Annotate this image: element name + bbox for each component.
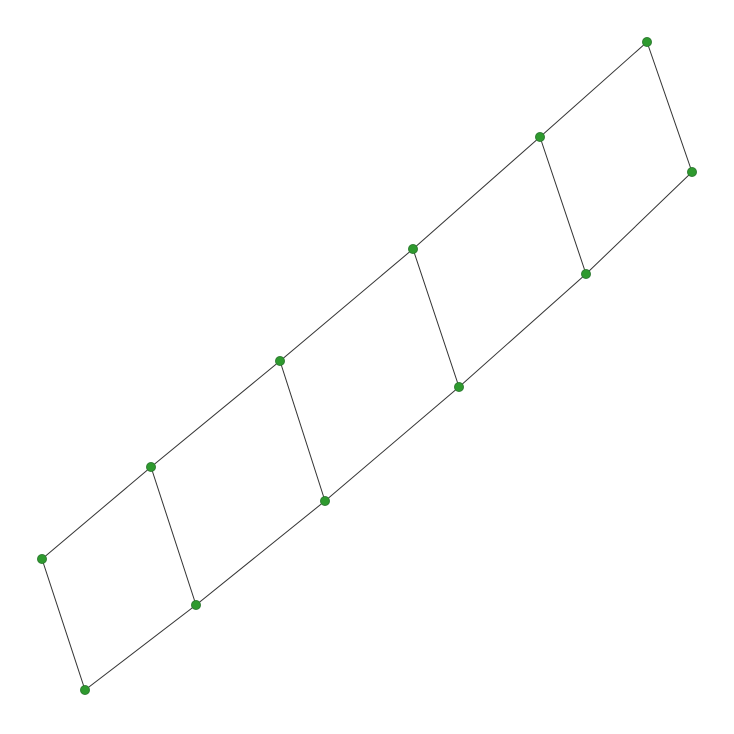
node-n7 [80, 685, 90, 695]
node-n3 [275, 356, 285, 366]
edge-n1-n2 [41, 466, 152, 560]
node-n9 [320, 496, 330, 506]
edge-n3-n9 [279, 360, 326, 502]
edge-n4-n5 [412, 136, 541, 250]
node-n1 [37, 554, 47, 564]
node-n2 [146, 462, 156, 472]
edge-n10-n11 [458, 273, 587, 388]
node-n5 [535, 132, 545, 142]
node-n8 [191, 600, 201, 610]
edge-n8-n9 [195, 500, 326, 606]
edge-n2-n3 [150, 360, 281, 468]
edge-n5-n11 [539, 136, 587, 275]
node-n6 [642, 37, 652, 47]
edges-layer [41, 41, 693, 691]
edge-n9-n10 [324, 386, 460, 502]
edge-n7-n8 [84, 604, 197, 691]
edge-n4-n10 [412, 248, 460, 388]
node-n4 [408, 244, 418, 254]
edge-n11-n12 [585, 171, 693, 275]
node-n11 [581, 269, 591, 279]
node-n12 [687, 167, 697, 177]
edge-n3-n4 [279, 248, 414, 362]
edge-n6-n12 [646, 41, 693, 173]
edge-n5-n6 [539, 41, 648, 138]
edge-n1-n7 [41, 558, 86, 691]
edge-n2-n8 [150, 466, 197, 606]
node-n10 [454, 382, 464, 392]
nodes-layer [37, 37, 697, 695]
